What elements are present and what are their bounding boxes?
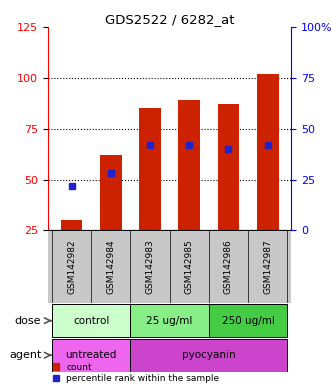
Text: pyocyanin: pyocyanin [182, 350, 236, 360]
Text: GSM142985: GSM142985 [185, 240, 194, 294]
Bar [61, 220, 82, 230]
Bar [100, 155, 121, 230]
Text: GSM142984: GSM142984 [106, 240, 115, 294]
Bar [139, 108, 161, 230]
Bar [130, 339, 287, 372]
Legend: count, percentile rank within the sample: count, percentile rank within the sample [53, 362, 219, 383]
Bar [218, 104, 239, 230]
Bar [130, 304, 209, 337]
Title: GDS2522 / 6282_at: GDS2522 / 6282_at [105, 13, 234, 26]
Text: GSM142987: GSM142987 [263, 240, 272, 294]
Text: 25 ug/ml: 25 ug/ml [146, 316, 193, 326]
Bar [52, 304, 130, 337]
Text: GSM142986: GSM142986 [224, 240, 233, 294]
Text: agent: agent [9, 350, 41, 360]
Text: GSM142982: GSM142982 [67, 240, 76, 294]
Text: 250 ug/ml: 250 ug/ml [222, 316, 274, 326]
Text: GSM142983: GSM142983 [146, 240, 155, 294]
Bar [257, 74, 278, 230]
Text: untreated: untreated [66, 350, 117, 360]
Bar [209, 304, 287, 337]
Bar [52, 339, 130, 372]
Text: dose: dose [15, 316, 41, 326]
Bar [178, 100, 200, 230]
Text: control: control [73, 316, 109, 326]
